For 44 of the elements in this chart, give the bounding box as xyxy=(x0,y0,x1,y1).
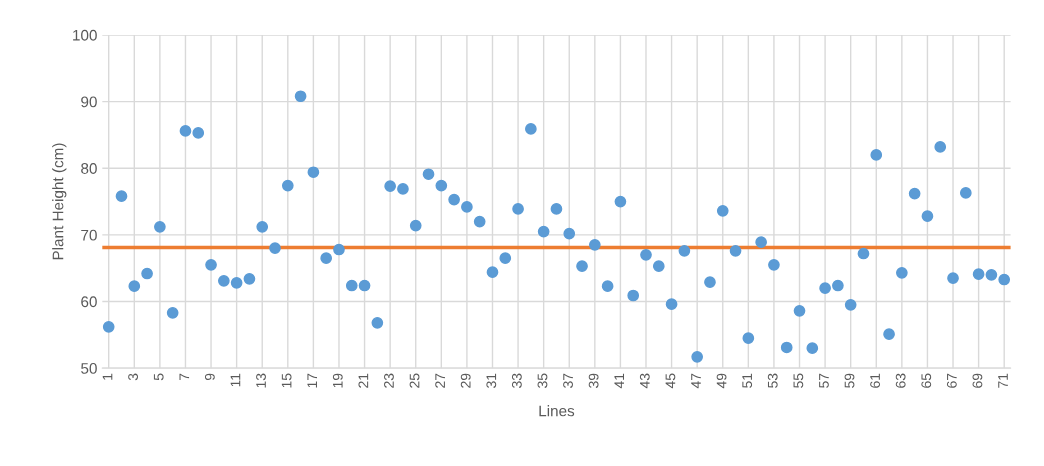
x-tick-label: 25 xyxy=(409,373,420,388)
y-tick-label: 60 xyxy=(81,296,97,308)
x-tick-label: 43 xyxy=(639,373,650,389)
y-tick-label: 100 xyxy=(73,29,97,41)
x-tick-label: 45 xyxy=(665,373,676,389)
x-tick-label: 63 xyxy=(895,373,906,388)
x-tick-label: 41 xyxy=(614,373,625,389)
x-tick-label: 1 xyxy=(102,373,113,380)
x-tick-label: 37 xyxy=(563,373,573,388)
x-tick-label: 23 xyxy=(384,373,394,388)
x-tick-label: 19 xyxy=(332,373,343,388)
y-tick-label: 70 xyxy=(81,229,97,241)
x-axis-title: Lines xyxy=(539,405,575,417)
x-tick-label: 55 xyxy=(793,373,804,388)
x-tick-label: 53 xyxy=(767,373,778,388)
y-tick-label: 80 xyxy=(81,163,97,174)
x-tick-label: 29 xyxy=(460,373,471,388)
y-tick-label: 50 xyxy=(81,363,97,374)
x-tick-label: 61 xyxy=(870,373,880,388)
y-tick-label: 90 xyxy=(81,96,97,108)
x-tick-label: 59 xyxy=(844,373,855,388)
x-tick-label: 13 xyxy=(256,373,266,388)
y-axis-title: Plant Height (cm) xyxy=(52,143,67,260)
x-tick-label: 3 xyxy=(128,373,139,381)
x-tick-label: 9 xyxy=(204,373,215,381)
x-tick-label: 7 xyxy=(179,373,190,381)
x-tick-label: 15 xyxy=(281,373,292,388)
x-tick-label: 49 xyxy=(716,373,727,389)
x-tick-label: 47 xyxy=(691,373,701,389)
x-tick-label: 71 xyxy=(998,373,1008,388)
x-tick-label: 57 xyxy=(819,373,829,388)
x-tick-label: 51 xyxy=(742,373,753,388)
x-tick-label: 65 xyxy=(921,373,932,388)
x-tick-label: 21 xyxy=(358,373,369,388)
x-tick-label: 35 xyxy=(537,373,548,388)
x-tick-label: 31 xyxy=(486,373,497,388)
x-tick-label: 11 xyxy=(230,373,241,387)
x-tick-label: 27 xyxy=(435,373,445,388)
x-tick-label: 69 xyxy=(972,373,983,388)
x-tick-label: 5 xyxy=(153,373,164,381)
x-tick-label: 33 xyxy=(511,373,522,388)
x-tick-label: 17 xyxy=(307,373,317,388)
x-tick-label: 67 xyxy=(946,373,957,388)
x-tick-label: 39 xyxy=(588,373,599,388)
